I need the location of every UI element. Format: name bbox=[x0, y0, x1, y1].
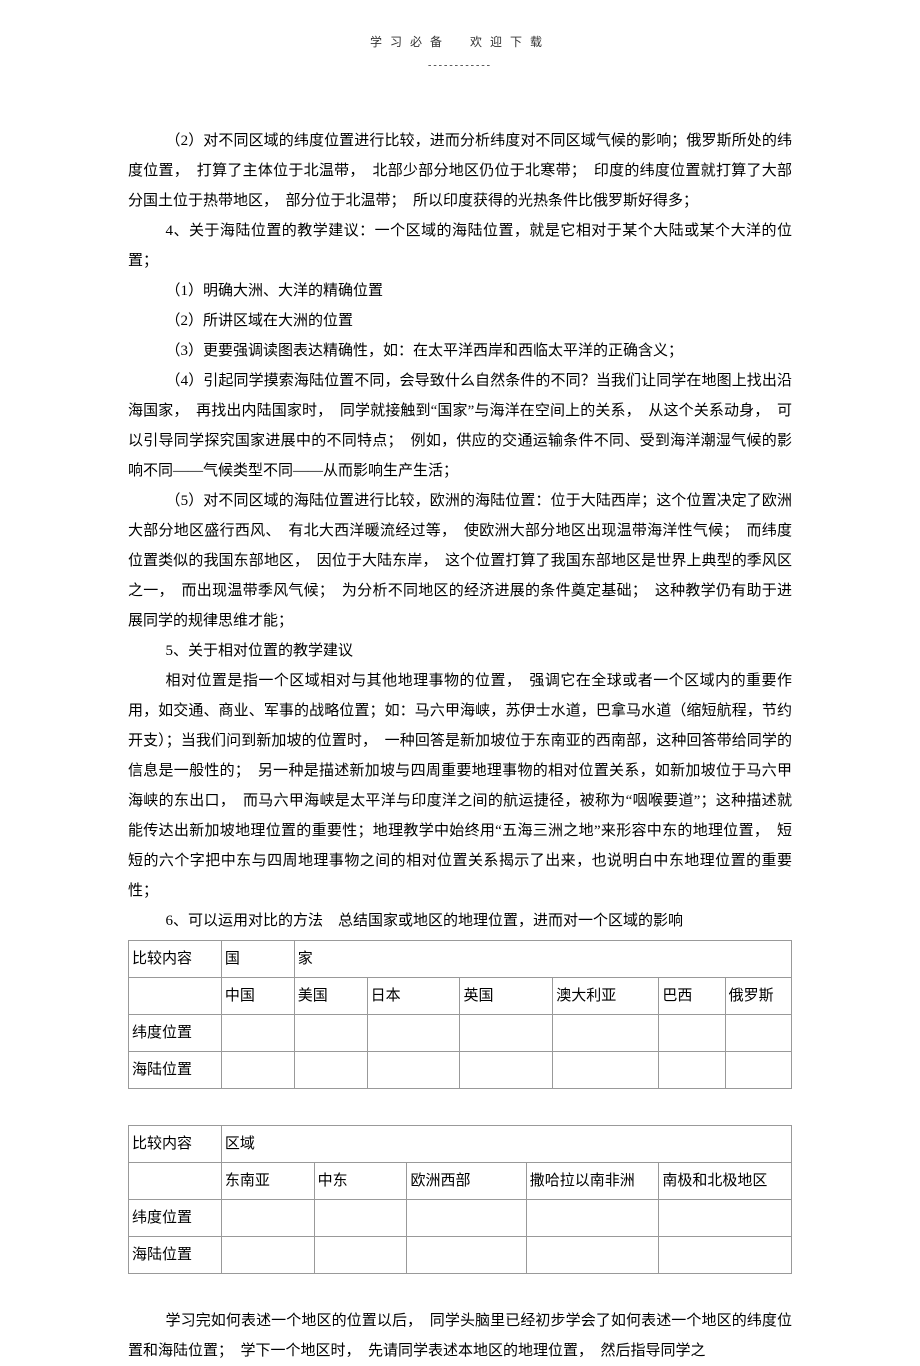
cell bbox=[659, 1015, 725, 1052]
cell: 家 bbox=[294, 941, 791, 978]
cell: 美国 bbox=[294, 978, 367, 1015]
cell: 日本 bbox=[367, 978, 460, 1015]
cell bbox=[460, 1052, 553, 1089]
cell: 海陆位置 bbox=[129, 1052, 222, 1089]
cell: 比较内容 bbox=[129, 1126, 222, 1163]
cell bbox=[526, 1237, 659, 1274]
cell bbox=[553, 1015, 659, 1052]
spacer bbox=[128, 1101, 792, 1121]
paragraph-4-5: （5）对不同区域的海陆位置进行比较，欧洲的海陆位置：位于大陆西岸；这个位置决定了… bbox=[128, 486, 792, 636]
cell: 区域 bbox=[221, 1126, 791, 1163]
paragraph-4-3: （3）更要强调读图表达精确性，如：在太平洋西岸和西临太平洋的正确含义； bbox=[128, 336, 792, 366]
cell bbox=[725, 1052, 791, 1089]
cell bbox=[659, 1052, 725, 1089]
cell: 俄罗斯 bbox=[725, 978, 791, 1015]
cell: 英国 bbox=[460, 978, 553, 1015]
cell bbox=[294, 1052, 367, 1089]
cell: 中东 bbox=[314, 1163, 407, 1200]
paragraph-closing: 学习完如何表述一个地区的位置以后， 同学头脑里已经初步学会了如何表述一个地区的纬… bbox=[128, 1306, 792, 1366]
header-underline: ------------ bbox=[128, 56, 792, 76]
cell: 纬度位置 bbox=[129, 1200, 222, 1237]
cell bbox=[221, 1052, 294, 1089]
cell: 南极和北极地区 bbox=[659, 1163, 792, 1200]
cell bbox=[407, 1200, 526, 1237]
table-row: 中国 美国 日本 英国 澳大利亚 巴西 俄罗斯 bbox=[129, 978, 792, 1015]
paragraph-4-4: （4）引起同学摸索海陆位置不同，会导致什么自然条件的不同？当我们让同学在地图上找… bbox=[128, 366, 792, 486]
paragraph-5-body: 相对位置是指一个区域相对与其他地理事物的位置， 强调它在全球或者一个区域内的重要… bbox=[128, 666, 792, 906]
paragraph-4-1: （1）明确大洲、大洋的精确位置 bbox=[128, 276, 792, 306]
cell: 中国 bbox=[221, 978, 294, 1015]
table-row: 比较内容 区域 bbox=[129, 1126, 792, 1163]
table-row: 东南亚 中东 欧洲西部 撒哈拉以南非洲 南极和北极地区 bbox=[129, 1163, 792, 1200]
header-title: 学习必备 欢迎下载 bbox=[128, 30, 792, 54]
cell bbox=[314, 1237, 407, 1274]
cell: 海陆位置 bbox=[129, 1237, 222, 1274]
cell: 纬度位置 bbox=[129, 1015, 222, 1052]
cell bbox=[407, 1237, 526, 1274]
cell: 东南亚 bbox=[221, 1163, 314, 1200]
cell: 国 bbox=[221, 941, 294, 978]
table-row: 纬度位置 bbox=[129, 1200, 792, 1237]
table-row: 海陆位置 bbox=[129, 1237, 792, 1274]
cell bbox=[129, 1163, 222, 1200]
cell: 澳大利亚 bbox=[553, 978, 659, 1015]
paragraph-4-2: （2）所讲区域在大洲的位置 bbox=[128, 306, 792, 336]
spacer bbox=[128, 1286, 792, 1306]
paragraph-4: 4、关于海陆位置的教学建议：一个区域的海陆位置，就是它相对于某个大陆或某个大洋的… bbox=[128, 216, 792, 276]
cell bbox=[725, 1015, 791, 1052]
cell bbox=[460, 1015, 553, 1052]
cell bbox=[367, 1015, 460, 1052]
cell bbox=[659, 1200, 792, 1237]
paragraph-2: （2）对不同区域的纬度位置进行比较，进而分析纬度对不同区域气候的影响；俄罗斯所处… bbox=[128, 126, 792, 216]
cell: 比较内容 bbox=[129, 941, 222, 978]
paragraph-5: 5、关于相对位置的教学建议 bbox=[128, 636, 792, 666]
cell bbox=[129, 978, 222, 1015]
table-row: 纬度位置 bbox=[129, 1015, 792, 1052]
cell bbox=[367, 1052, 460, 1089]
table-row: 海陆位置 bbox=[129, 1052, 792, 1089]
cell bbox=[294, 1015, 367, 1052]
cell bbox=[314, 1200, 407, 1237]
cell bbox=[221, 1200, 314, 1237]
cell bbox=[659, 1237, 792, 1274]
cell bbox=[553, 1052, 659, 1089]
cell bbox=[221, 1237, 314, 1274]
paragraph-6: 6、可以运用对比的方法 总结国家或地区的地理位置，进而对一个区域的影响 bbox=[128, 906, 792, 936]
cell bbox=[526, 1200, 659, 1237]
table-row: 比较内容 国 家 bbox=[129, 941, 792, 978]
cell: 欧洲西部 bbox=[407, 1163, 526, 1200]
cell: 撒哈拉以南非洲 bbox=[526, 1163, 659, 1200]
cell: 巴西 bbox=[659, 978, 725, 1015]
cell bbox=[221, 1015, 294, 1052]
comparison-table-regions: 比较内容 区域 东南亚 中东 欧洲西部 撒哈拉以南非洲 南极和北极地区 纬度位置… bbox=[128, 1125, 792, 1274]
comparison-table-countries: 比较内容 国 家 中国 美国 日本 英国 澳大利亚 巴西 俄罗斯 纬度位置 海陆… bbox=[128, 940, 792, 1089]
